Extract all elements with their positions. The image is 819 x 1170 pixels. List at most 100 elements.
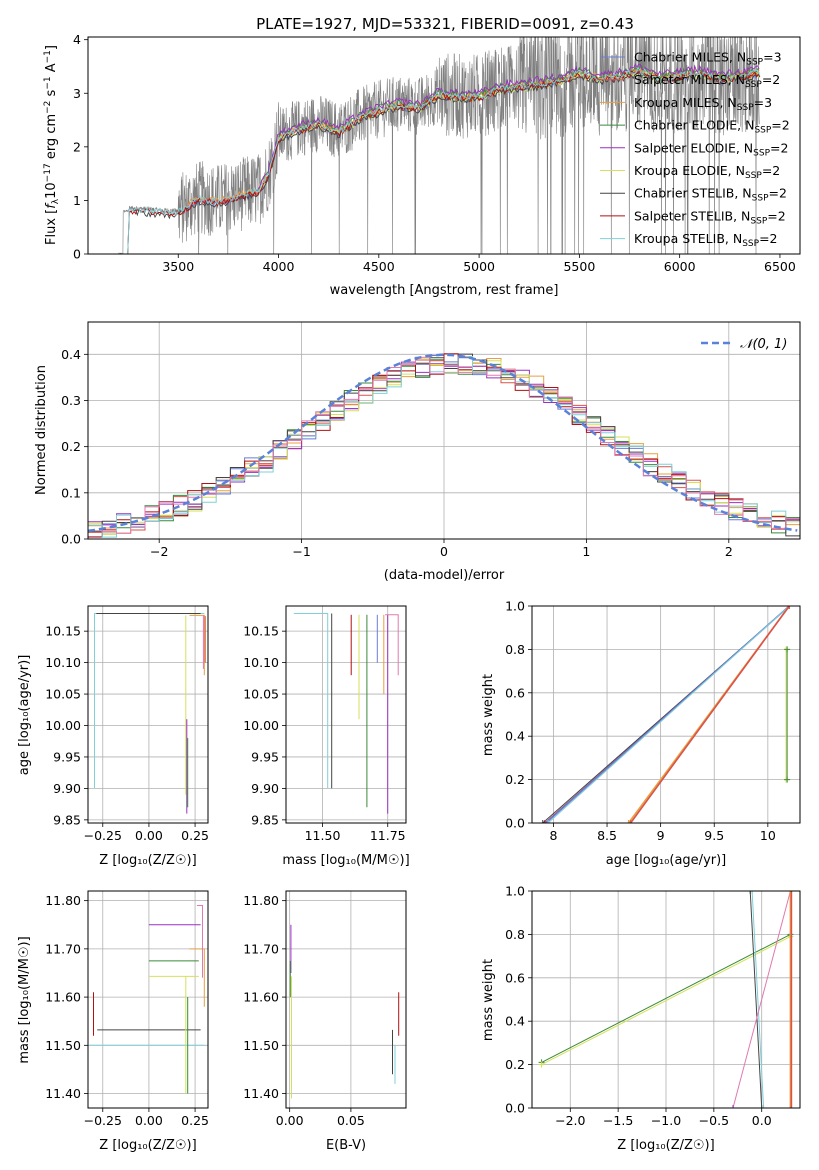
weight-point-marker bbox=[538, 1061, 545, 1068]
x-tick-label: 0.25 bbox=[181, 828, 209, 843]
weight-vs-Z-axes: −2.0 −1.5 −1.0 −0.5 0.0 0.0 0.2 0.4 0.6 0.8 1.0 Z [… bbox=[481, 884, 800, 1153]
y-tick-label: 10.05 bbox=[45, 687, 81, 702]
y-axis-label: mass weight bbox=[481, 959, 496, 1041]
y-axis-label: mass [log₁₀(M/M☉)] bbox=[17, 936, 32, 1063]
legend-label: 𝒩(0, 1) bbox=[740, 337, 787, 352]
y-tick-label: 0.8 bbox=[505, 642, 525, 657]
y-tick-label: 11.80 bbox=[243, 893, 279, 908]
y-tick-label: 11.80 bbox=[45, 893, 81, 908]
spectrum-axes: 3500 4000 4500 5000 5500 6000 6500 0 1 2 3 4 wavelen… bbox=[73, 32, 796, 298]
x-tick-label: −1.0 bbox=[651, 1113, 681, 1128]
legend-label-name: Kroupa ELODIE, N bbox=[634, 163, 745, 178]
y-tick-label: 0.2 bbox=[61, 439, 81, 454]
x-tick-label: 0.00 bbox=[135, 828, 163, 843]
x-tick-label: 11.75 bbox=[370, 828, 406, 843]
weight-line-chabrier-elodie bbox=[541, 933, 791, 1063]
weight-line-kroupa-stelib bbox=[547, 606, 790, 823]
weight-point-marker bbox=[747, 891, 754, 894]
y-tick-label: 0.0 bbox=[505, 1101, 525, 1116]
model-spectrum-kroupa-miles bbox=[185, 66, 760, 209]
model-spectrum-kroupa-stelib bbox=[118, 66, 761, 254]
x-tick-label: 2 bbox=[725, 544, 733, 559]
y-tick-label: 3 bbox=[73, 86, 81, 101]
mass-vs-Z-plot-area bbox=[89, 905, 205, 1094]
x-tick-label: 0.00 bbox=[276, 1113, 304, 1128]
y-tick-label: 9.95 bbox=[251, 749, 279, 764]
mass-vs-Z-frame bbox=[87, 890, 209, 1109]
y-tick-label: 10.15 bbox=[243, 624, 279, 639]
x-tick-label: 11.50 bbox=[305, 828, 341, 843]
x-tick-label: 9 bbox=[657, 828, 665, 843]
y-axis-label-part: −1 bbox=[43, 76, 53, 89]
y-tick-label: 11.60 bbox=[45, 990, 81, 1005]
y-tick-label: 0.0 bbox=[61, 532, 81, 547]
x-tick-label: 3500 bbox=[162, 259, 194, 274]
weight-vs-age-frame bbox=[531, 605, 801, 824]
residual-histogram-series bbox=[88, 356, 800, 534]
x-tick-label: −1.5 bbox=[603, 1113, 633, 1128]
y-tick-label: 9.90 bbox=[53, 781, 81, 796]
weight-vs-age-axes: 8 8.5 9 9.5 10 0.0 0.2 0.4 0.6 0.8 1.0 age [log₁₀(a… bbox=[481, 599, 800, 868]
x-tick-label: 0.00 bbox=[135, 1113, 163, 1128]
parameter-line-kroupa-miles bbox=[189, 614, 205, 676]
x-tick-label: 0.25 bbox=[181, 1113, 209, 1128]
legend-label: Salpeter ELODIE, NSSP=2 bbox=[634, 140, 788, 158]
weight-point-marker bbox=[786, 606, 793, 609]
weight-point-marker bbox=[627, 820, 634, 823]
y-axis-label-part: A bbox=[44, 63, 59, 76]
legend-label-sub: SSP bbox=[746, 58, 763, 68]
legend-label: Salpeter MILES, NSSP=2 bbox=[634, 72, 780, 90]
weight-point-marker bbox=[787, 1105, 794, 1108]
mass-vs-EBV-axes: 0.00 0.05 11.40 11.50 11.60 11.70 11.80 E(B-V) bbox=[243, 891, 406, 1153]
chart-title: PLATE=1927, MJD=53321, FIBERID=0091, z=0… bbox=[256, 15, 634, 33]
y-tick-label: 2 bbox=[73, 139, 81, 154]
spectrum-plot-area bbox=[117, 37, 761, 254]
x-tick-label: 6000 bbox=[664, 259, 696, 274]
y-tick-label: 0.3 bbox=[61, 393, 81, 408]
x-tick-label: −0.25 bbox=[84, 1113, 122, 1128]
y-tick-label: 11.40 bbox=[243, 1086, 279, 1101]
legend-label-value: =2 bbox=[767, 208, 785, 223]
y-tick-label: 0.8 bbox=[505, 927, 525, 942]
x-tick-label: 0 bbox=[440, 544, 448, 559]
weight-line-kroupa-elodie bbox=[541, 936, 791, 1066]
y-tick-label: 10.00 bbox=[45, 718, 81, 733]
x-axis-label: Z [log₁₀(Z/Z☉)] bbox=[99, 1138, 196, 1153]
y-tick-label: 9.85 bbox=[53, 812, 81, 827]
age-vs-mass-plot-area bbox=[293, 613, 399, 814]
y-tick-label: 11.60 bbox=[243, 990, 279, 1005]
x-axis-label: wavelength [Angstrom, rest frame] bbox=[330, 283, 559, 298]
legend-label-value: =2 bbox=[762, 163, 780, 178]
weight-vs-age-plot-area bbox=[539, 606, 793, 823]
y-axis-label-part: −2 bbox=[43, 101, 53, 114]
legend-label-name: Chabrier MILES, N bbox=[634, 50, 746, 65]
weight-point-marker bbox=[787, 891, 794, 894]
x-tick-label: −1 bbox=[292, 544, 310, 559]
model-spectrum-salpeter-stelib bbox=[118, 69, 761, 254]
residuals-frame bbox=[87, 321, 801, 540]
weight-point-marker bbox=[625, 820, 632, 823]
y-tick-label: 11.50 bbox=[45, 1038, 81, 1053]
y-tick-label: 0 bbox=[73, 247, 81, 262]
y-tick-label: 10.15 bbox=[45, 624, 81, 639]
legend-label-value: =2 bbox=[770, 140, 788, 155]
y-tick-label: 9.85 bbox=[251, 812, 279, 827]
residual-histogram-series bbox=[88, 353, 800, 538]
y-tick-label: 9.90 bbox=[251, 781, 279, 796]
legend-label-value: =2 bbox=[762, 72, 780, 87]
y-tick-label: 1.0 bbox=[505, 599, 525, 614]
gaussian-reference-line bbox=[88, 353, 798, 533]
weight-vs-Z-frame bbox=[531, 890, 801, 1109]
weight-point-marker bbox=[539, 820, 546, 823]
y-tick-label: 11.70 bbox=[243, 941, 279, 956]
y-tick-label: 9.95 bbox=[53, 749, 81, 764]
legend-label: Chabrier MILES, NSSP=3 bbox=[634, 50, 782, 68]
x-tick-label: −0.5 bbox=[699, 1113, 729, 1128]
y-tick-label: 0.4 bbox=[61, 347, 81, 362]
y-axis-label: Flux [fλ10−17 erg cm−2 s−1 A−1] bbox=[43, 45, 61, 245]
y-tick-label: 0.4 bbox=[505, 1014, 525, 1029]
legend-label-value: =3 bbox=[763, 50, 781, 65]
weight-point-marker bbox=[758, 1105, 765, 1108]
model-spectrum-salpeter-elodie bbox=[258, 63, 760, 190]
